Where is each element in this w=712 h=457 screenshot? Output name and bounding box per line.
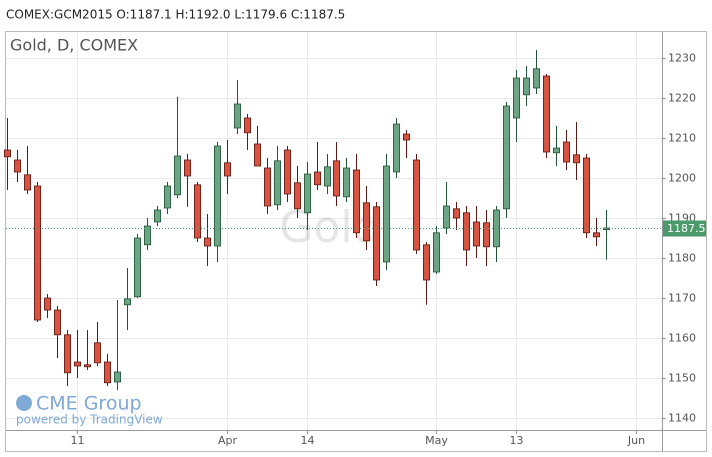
candle-body	[144, 225, 151, 246]
candle-body	[24, 174, 31, 191]
candle-body	[533, 68, 540, 89]
candle-body	[353, 169, 360, 234]
candle-body	[34, 185, 41, 321]
candle-body	[304, 173, 311, 214]
plot	[4, 50, 662, 390]
candle-body	[244, 117, 251, 134]
x-tick-label: May	[425, 434, 448, 447]
candle-body	[503, 105, 510, 210]
candle-body	[214, 145, 221, 247]
candle-body	[94, 342, 101, 364]
x-tick-label: 14	[301, 434, 315, 447]
candle-body	[583, 157, 590, 234]
x-tick-label: Apr	[218, 434, 238, 447]
candle-body	[523, 77, 530, 96]
candle-body	[294, 182, 301, 210]
candle-body	[553, 147, 560, 154]
candle-body	[204, 237, 211, 247]
y-tick-label: 1200	[668, 172, 696, 185]
candle-body	[284, 149, 291, 195]
candle-body	[164, 185, 171, 209]
candle-body	[54, 309, 61, 336]
candle-body	[513, 77, 520, 119]
candle-body	[373, 206, 380, 281]
candle-body	[274, 160, 281, 206]
candle-body	[194, 184, 201, 239]
y-tick-label: 1220	[668, 92, 696, 105]
y-tick-label: 1160	[668, 332, 696, 345]
candle-body	[403, 133, 410, 141]
y-tick-label: 1180	[668, 252, 696, 265]
candle-body	[363, 202, 370, 242]
candle-body	[254, 143, 261, 167]
x-tick-label: Jun	[627, 434, 645, 447]
candle-body	[333, 160, 340, 197]
candle-body	[104, 361, 111, 384]
last-price-label: 1187.5	[667, 222, 706, 235]
candle-body	[593, 232, 600, 238]
y-tick-label: 1150	[668, 372, 696, 385]
y-tick-label: 1210	[668, 132, 696, 145]
candle-body	[154, 209, 161, 223]
candle-body	[114, 371, 121, 383]
candle-body	[423, 244, 430, 281]
last-price-box	[663, 220, 706, 237]
candle-body	[483, 222, 490, 248]
powered-by: powered by TradingView	[16, 413, 163, 427]
candle-body	[174, 155, 181, 196]
candle-body	[413, 159, 420, 251]
candle-body	[343, 167, 350, 198]
chart-title: Gold, D, COMEX	[10, 36, 138, 55]
y-tick-label: 1230	[668, 52, 696, 65]
candle-body	[473, 221, 480, 247]
candle-body	[234, 103, 241, 129]
candle-body	[463, 212, 470, 251]
y-tick-label: 1140	[668, 412, 696, 425]
candle-body	[324, 166, 331, 187]
candle-body	[314, 171, 321, 186]
logo-icon	[16, 395, 32, 411]
y-tick-label: 1170	[668, 292, 696, 305]
x-tick-label: 11	[71, 434, 85, 447]
candle-body	[44, 297, 51, 311]
candle-body	[124, 298, 131, 306]
candle-body	[134, 237, 141, 298]
candle-body	[84, 364, 91, 368]
candle-body	[453, 208, 460, 219]
candle-body	[563, 141, 570, 163]
candle-body	[64, 334, 71, 374]
candle-body	[543, 75, 550, 153]
x-tick-label: 13	[510, 434, 524, 447]
candle-body	[443, 205, 450, 229]
symbol-header: COMEX:GCM2015 O:1187.1 H:1192.0 L:1179.6…	[6, 8, 345, 22]
candle-body	[184, 159, 191, 177]
candle-body	[264, 167, 271, 207]
logo-text: CME Group	[36, 393, 142, 415]
candle-body	[493, 209, 500, 248]
candle-body	[4, 149, 11, 158]
candle-body	[573, 154, 580, 164]
logo: CME Group powered by TradingView	[16, 393, 163, 427]
candle-body	[393, 123, 400, 173]
candle-body	[14, 159, 21, 173]
candle-body	[433, 232, 440, 273]
candle-body	[74, 361, 81, 367]
chart-frame	[5, 31, 707, 452]
candle-body	[383, 165, 390, 263]
candle-body	[224, 162, 231, 177]
